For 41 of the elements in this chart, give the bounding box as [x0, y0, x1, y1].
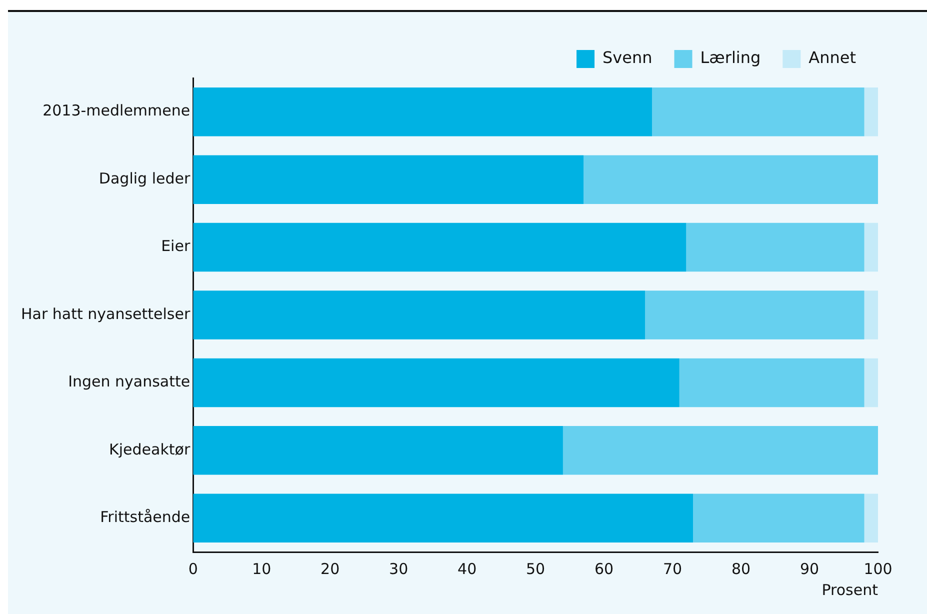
y-tick-label: Ingen nyansatte: [68, 372, 190, 391]
bar: [562, 426, 878, 475]
x-tick-label: 40: [458, 560, 477, 578]
x-tick-label: 90: [800, 560, 820, 578]
bar: [679, 358, 864, 408]
bar: [652, 87, 864, 136]
bar: [193, 290, 646, 340]
bar: [693, 494, 864, 543]
x-tick-label: 30: [389, 560, 408, 578]
x-tick-label: 20: [320, 560, 340, 578]
x-tick-label: 70: [662, 560, 682, 578]
x-tick-label: 60: [594, 560, 614, 578]
bar: [193, 358, 680, 408]
bar: [193, 426, 563, 475]
bar: [686, 222, 864, 272]
y-tick-label: Frittstående: [100, 508, 190, 526]
y-tick-label: Kjedeaktør: [109, 440, 191, 458]
legend-label: Annet: [808, 48, 856, 68]
y-tick-label: Har hatt nyansettelser: [20, 304, 191, 323]
legend-label: Lærling: [700, 48, 761, 68]
y-tick-label: Eier: [161, 237, 191, 256]
bar: [864, 494, 878, 543]
x-tick-label: 10: [252, 560, 272, 578]
x-tick-label: 50: [526, 560, 546, 578]
bar: [193, 87, 652, 136]
bar: [193, 222, 686, 272]
x-tick-label: 100: [864, 560, 892, 578]
x-axis-title: Prosent: [822, 580, 878, 599]
bar: [193, 155, 584, 204]
x-tick-label: 0: [188, 560, 198, 578]
bar: [864, 290, 878, 340]
y-tick-label: 2013-medlemmene: [42, 102, 190, 120]
bar: [645, 290, 864, 340]
bar: [864, 87, 878, 136]
legend-label: Svenn: [602, 48, 652, 68]
y-tick-label: Daglig leder: [98, 169, 191, 188]
bar: [584, 155, 878, 204]
bar: [193, 494, 694, 543]
bar: [864, 358, 878, 408]
bar: [864, 222, 878, 272]
x-tick-label: 80: [731, 560, 751, 578]
